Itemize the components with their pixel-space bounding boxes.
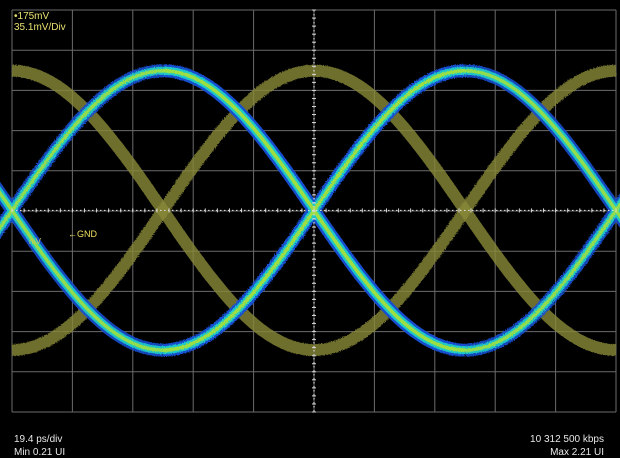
- bit-rate-label: 10 312 500 kbps: [530, 434, 604, 445]
- timebase-label: 19.4 ps/div: [14, 434, 63, 445]
- min-ui-label: Min 0.21 UI: [14, 447, 66, 458]
- vertical-top-label: •175mV: [14, 11, 50, 22]
- ground-marker-label: ←GND: [68, 229, 97, 239]
- center-axis-lines: [11, 9, 617, 413]
- ground-unit-label: mV: [29, 237, 41, 246]
- secondary-transition-trace: [11, 64, 315, 357]
- vertical-scale-label: 35.1mV/Div: [14, 22, 66, 33]
- max-ui-label: Max 2.21 UI: [550, 447, 604, 458]
